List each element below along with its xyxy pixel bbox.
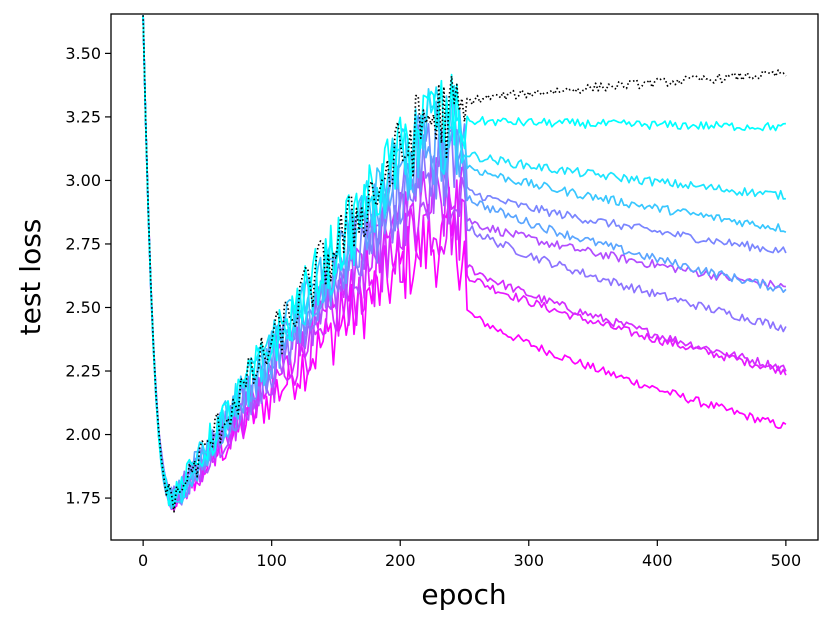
series-line-10 [142,15,786,509]
y-axis: 1.75 2.00 2.25 2.50 2.75 3.00 3.25 3.50 [65,44,111,508]
series-layer [142,15,787,513]
y-tick-label: 2.25 [65,362,101,381]
y-tick-label: 2.50 [65,298,101,317]
y-tick-label: 3.50 [65,44,101,63]
y-tick-label: 1.75 [65,489,101,508]
y-tick-label: 3.25 [65,107,101,126]
x-tick-label: 200 [385,551,416,570]
series-line-5 [142,15,787,506]
series-line-9 [142,15,786,510]
x-tick-label: 400 [642,551,673,570]
x-tick-label: 100 [256,551,287,570]
y-axis-label: test loss [14,219,47,336]
x-tick-label: 0 [138,551,148,570]
y-tick-label: 3.00 [65,171,101,190]
y-tick-label: 2.00 [65,425,101,444]
x-axis-label: epoch [421,578,506,611]
plot-frame [110,13,819,541]
series-line-1 [142,15,787,507]
x-tick-label: 300 [513,551,544,570]
x-tick-label: 500 [771,551,802,570]
y-tick-label: 2.75 [65,234,101,253]
series-line-7 [142,15,787,508]
x-axis: 0 100 200 300 400 500 [138,540,801,570]
